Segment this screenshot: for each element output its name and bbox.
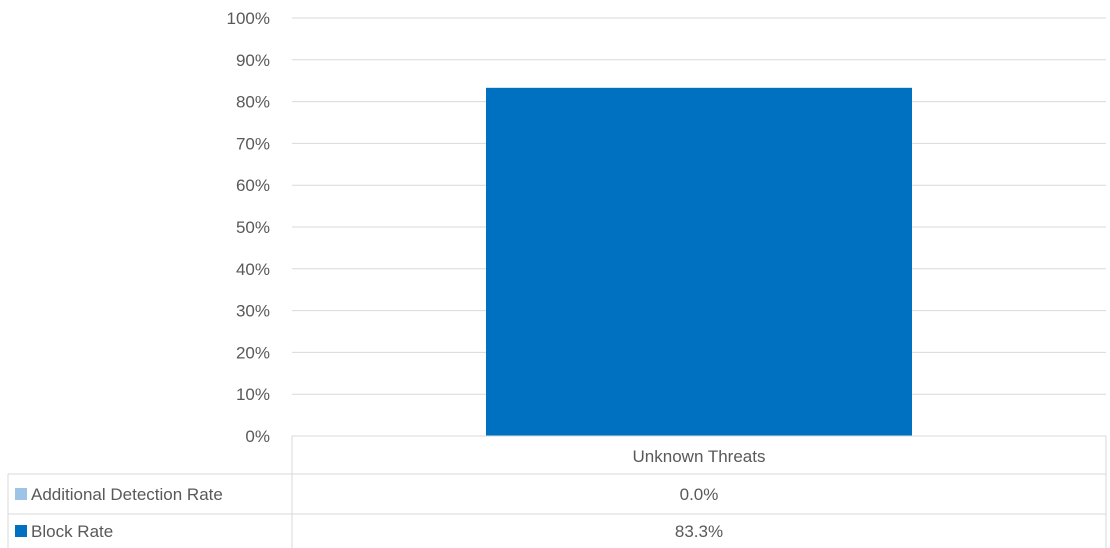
- y-tick-label: 0%: [245, 427, 270, 446]
- y-tick-label: 60%: [236, 176, 270, 195]
- y-axis-tick-labels: 0% 10% 20% 30% 40% 50% 60% 70% 80% 90% 100%: [227, 9, 270, 446]
- bar-block-rate: [486, 87, 912, 436]
- legend-key: [15, 525, 27, 537]
- data-table-text: Unknown Threats Additional Detection Rate…: [15, 447, 765, 541]
- category-label: Unknown Threats: [633, 447, 766, 466]
- y-tick-label: 80%: [236, 93, 270, 112]
- legend-label: Additional Detection Rate: [31, 485, 223, 504]
- legend-key: [15, 488, 27, 500]
- data-table: [7, 435, 1107, 548]
- y-tick-label: 30%: [236, 302, 270, 321]
- y-tick-label: 70%: [236, 134, 270, 153]
- y-tick-label: 100%: [227, 9, 270, 28]
- y-tick-label: 50%: [236, 218, 270, 237]
- y-tick-label: 20%: [236, 343, 270, 362]
- legend-label: Block Rate: [31, 522, 113, 541]
- y-tick-label: 90%: [236, 51, 270, 70]
- y-tick-label: 40%: [236, 260, 270, 279]
- y-tick-label: 10%: [236, 385, 270, 404]
- data-table-value: 0.0%: [680, 485, 719, 504]
- data-table-value: 83.3%: [675, 522, 723, 541]
- bars: [486, 87, 912, 436]
